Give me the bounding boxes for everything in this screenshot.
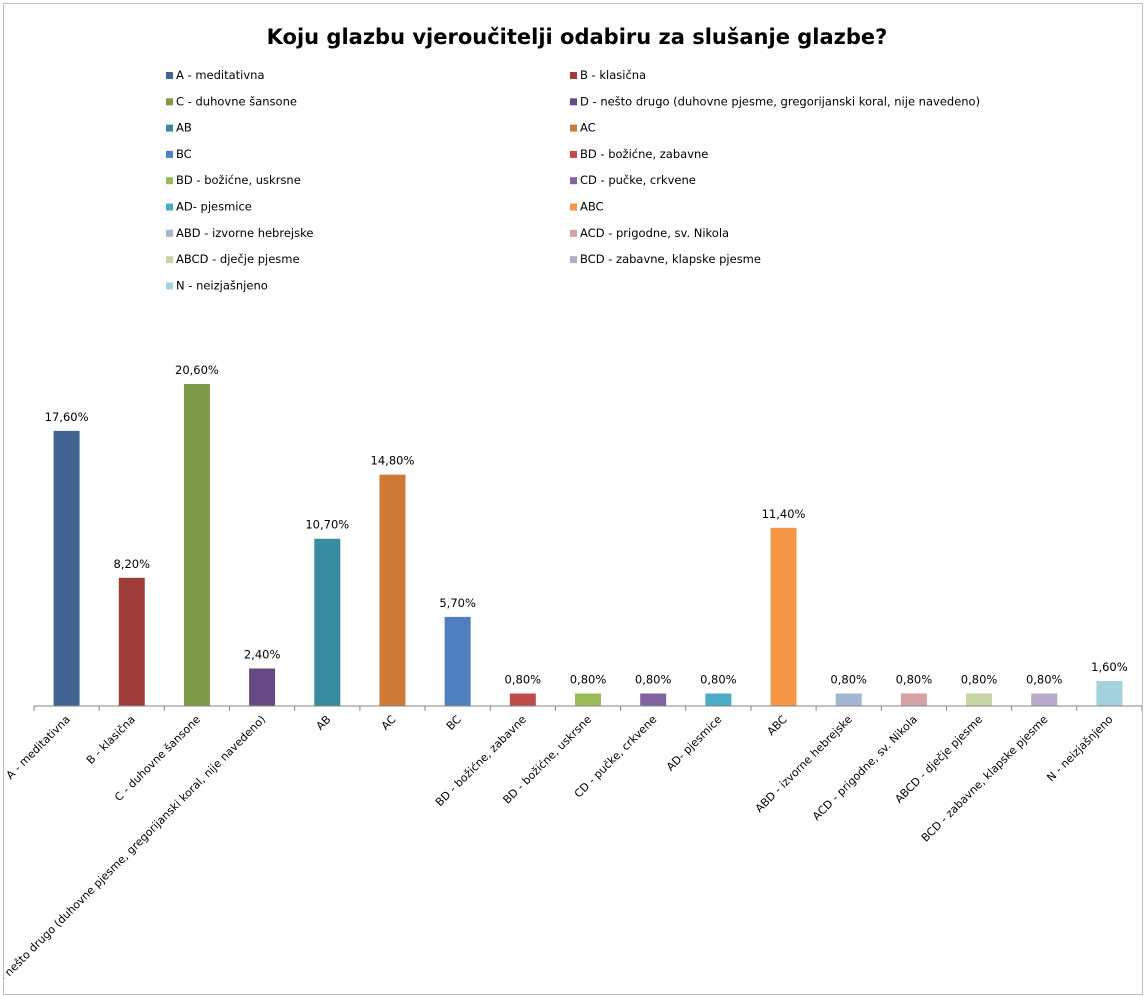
legend-swatch	[166, 177, 173, 185]
data-label: 0,80%	[896, 672, 933, 686]
data-label: 8,20%	[113, 557, 150, 571]
legend-entry: A - meditativna	[176, 68, 265, 82]
bar	[118, 577, 145, 706]
legend-entry: B - klasična	[580, 68, 646, 82]
legend: A - meditativna B - klasična C - duhovne š…	[166, 68, 980, 292]
chart-frame: Koju glazbu vjeroučitelji odabiru za slu…	[3, 3, 1143, 995]
tick-label: AC	[379, 713, 399, 733]
legend-swatch	[570, 98, 577, 106]
data-label: 0,80%	[635, 672, 672, 686]
data-label: 11,40%	[762, 507, 806, 521]
bar	[379, 474, 406, 706]
legend-entry: AC	[580, 121, 596, 135]
data-label: 0,80%	[1026, 672, 1063, 686]
legend-entry: D - nešto drugo (duhovne pjesme, gregori…	[580, 94, 980, 108]
legend-swatch	[570, 177, 577, 185]
legend-swatch	[166, 229, 173, 237]
bar	[1031, 693, 1058, 706]
bar	[966, 693, 993, 706]
legend-swatch	[570, 256, 577, 264]
bar	[509, 693, 536, 706]
data-label: 1,60%	[1091, 660, 1128, 674]
legend-entry: N - neizjašnjeno	[176, 278, 268, 292]
x-axis-ticks	[33, 706, 1142, 711]
tick-label: ACD - prigodne, sv. Nikola	[810, 713, 920, 823]
bar	[640, 693, 667, 706]
bar	[314, 538, 341, 706]
data-label: 0,80%	[700, 672, 737, 686]
bar	[770, 527, 797, 706]
bars	[53, 384, 1123, 706]
data-label: 2,40%	[244, 647, 281, 661]
tick-label: D - nešto drugo (duhovne pjesme, gregori…	[4, 713, 268, 993]
bar	[249, 668, 276, 706]
legend-swatch	[166, 124, 173, 132]
data-label: 10,70%	[305, 518, 349, 532]
chart: Koju glazbu vjeroučitelji odabiru za slu…	[4, 25, 1142, 993]
bar	[53, 430, 80, 706]
legend-swatch	[570, 72, 577, 79]
legend-swatch	[570, 203, 577, 211]
legend-entry: AD- pjesmice	[176, 200, 252, 214]
legend-swatch	[570, 229, 577, 237]
legend-entry: C - duhovne šansone	[176, 94, 297, 108]
tick-label: A - meditativna	[4, 713, 73, 782]
legend-entry: BD - božićne, zabavne	[580, 147, 708, 161]
legend-swatch	[570, 124, 577, 132]
legend-swatch	[166, 150, 173, 158]
legend-entry: ABD - izvorne hebrejske	[176, 226, 313, 240]
legend-swatch	[570, 150, 577, 158]
tick-label: ABC	[765, 713, 790, 738]
data-label: 17,60%	[45, 410, 89, 424]
tick-label: N - neizjašnjeno	[1044, 713, 1115, 784]
legend-entry: ABC	[580, 200, 604, 214]
bar	[900, 693, 927, 706]
data-label: 20,60%	[175, 363, 219, 377]
data-label: 5,70%	[439, 596, 476, 610]
data-label: 0,80%	[505, 672, 542, 686]
chart-title: Koju glazbu vjeroučitelji odabiru za slu…	[267, 25, 888, 49]
legend-entry: BD - božićne, uskrsne	[176, 173, 301, 187]
bar	[705, 693, 732, 706]
legend-swatch	[166, 72, 173, 79]
legend-swatch	[166, 203, 173, 211]
legend-entry: BCD - zabavne, klapske pjesme	[580, 252, 761, 266]
data-label: 0,80%	[961, 672, 998, 686]
legend-swatch	[166, 282, 173, 290]
tick-label: BCD - zabavne, klapske pjesme	[919, 713, 1051, 845]
legend-entry: ABCD - dječje pjesme	[176, 252, 300, 266]
data-labels: 17,60% 8,20% 20,60% 2,40% 10,70% 14,80% 5,70% 0…	[45, 363, 1128, 686]
bar	[575, 693, 601, 706]
legend-swatch	[166, 98, 173, 106]
legend-entry: BC	[176, 147, 192, 161]
bar	[835, 693, 862, 706]
data-label: 14,80%	[371, 454, 415, 468]
data-label: 0,80%	[830, 672, 867, 686]
legend-entry: ACD - prigodne, sv. Nikola	[580, 226, 729, 240]
legend-entry: AB	[176, 121, 192, 135]
legend-swatch	[166, 256, 173, 264]
legend-entry: CD - pučke, crkvene	[580, 173, 696, 187]
bar	[1096, 680, 1123, 706]
tick-label: B - klasična	[84, 713, 138, 767]
bar	[444, 616, 471, 706]
bar	[183, 384, 210, 706]
tick-label: AB	[314, 713, 334, 733]
tick-label: BC	[444, 713, 464, 733]
tick-label: AD- pjesmice	[664, 713, 725, 774]
data-label: 0,80%	[570, 672, 607, 686]
